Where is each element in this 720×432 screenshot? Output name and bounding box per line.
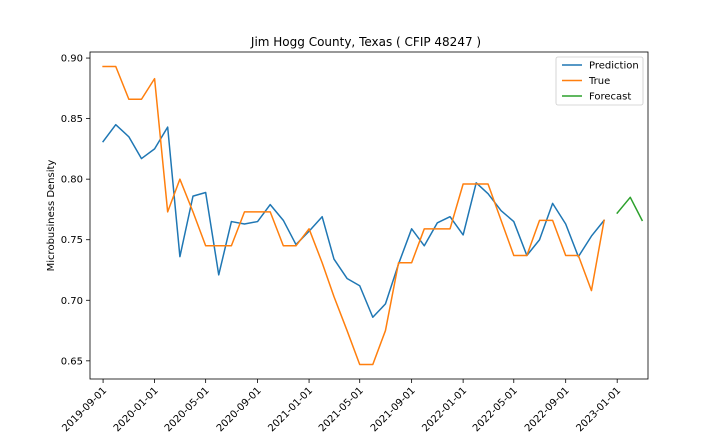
y-tick-label: 0.70 xyxy=(61,296,83,307)
series-line-prediction xyxy=(102,123,606,318)
y-axis-label: Microbusiness Density xyxy=(46,160,57,272)
legend-label-true: True xyxy=(588,76,610,87)
series-line-forecast xyxy=(616,196,644,222)
plot-area xyxy=(102,65,644,366)
y-tick-label: 0.90 xyxy=(61,54,83,65)
plot-frame xyxy=(89,51,649,380)
legend-label-prediction: Prediction xyxy=(589,61,639,72)
chart-title: Jim Hogg County, Texas ( CFIP 48247 ) xyxy=(250,35,481,49)
legend-label-forecast: Forecast xyxy=(589,92,631,103)
y-tick-label: 0.80 xyxy=(61,175,83,186)
legend: Prediction True Forecast xyxy=(555,56,644,106)
y-tick-label: 0.65 xyxy=(61,356,83,367)
series-line-true xyxy=(102,65,605,366)
legend-box xyxy=(555,56,644,106)
y-tick-label: 0.85 xyxy=(61,114,83,125)
y-axis: 0.65 0.70 0.75 0.80 0.85 0.90 xyxy=(61,54,90,367)
y-tick-label: 0.75 xyxy=(61,235,83,246)
